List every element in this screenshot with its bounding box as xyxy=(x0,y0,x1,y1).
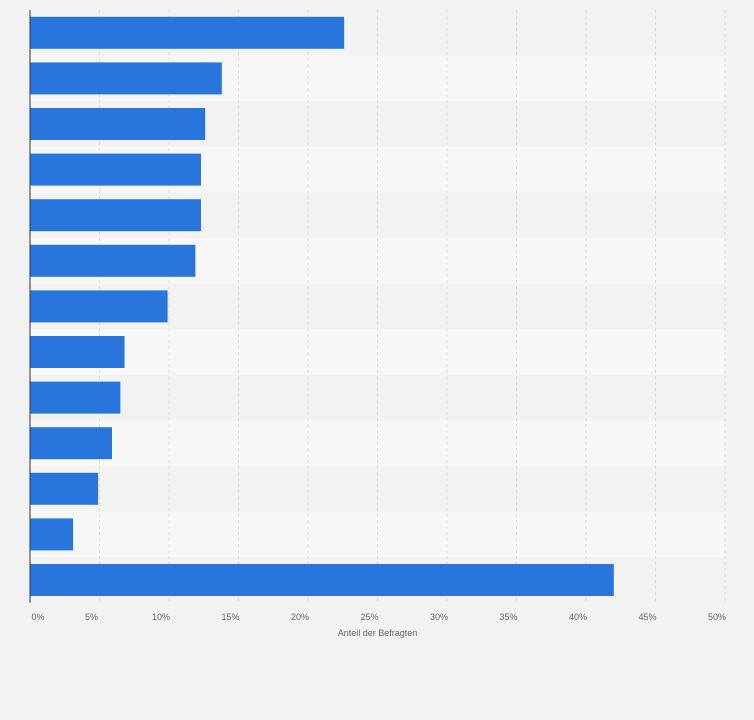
bar xyxy=(30,199,201,232)
bar xyxy=(30,336,125,368)
x-tick-label: 40% xyxy=(569,612,587,622)
x-tick-label: 30% xyxy=(430,612,448,622)
bar xyxy=(30,153,201,186)
bar xyxy=(30,564,614,596)
bar xyxy=(30,518,74,551)
bar xyxy=(30,427,113,460)
x-tick-label: 35% xyxy=(499,612,517,622)
x-axis-title: Anteil der Befragten xyxy=(338,628,418,638)
x-tick-label: 10% xyxy=(152,612,170,622)
bar xyxy=(30,108,206,140)
x-tick-label: 25% xyxy=(360,612,378,622)
bars xyxy=(30,16,614,596)
x-tick-label: 45% xyxy=(638,612,656,622)
bar xyxy=(30,16,345,49)
x-tick-label: 50% xyxy=(708,612,726,622)
x-tick-label: 20% xyxy=(291,612,309,622)
bar xyxy=(30,290,168,323)
bar xyxy=(30,472,99,505)
bar xyxy=(30,62,222,95)
bar xyxy=(30,244,196,277)
x-axis-ticks: 0% 5% 10% 15% 20% 25% 30% 35% 40% 45% 50% xyxy=(31,612,726,622)
x-tick-label: 15% xyxy=(221,612,239,622)
bar xyxy=(30,381,121,414)
x-tick-label: 5% xyxy=(85,612,98,622)
x-tick-label: 0% xyxy=(31,612,44,622)
